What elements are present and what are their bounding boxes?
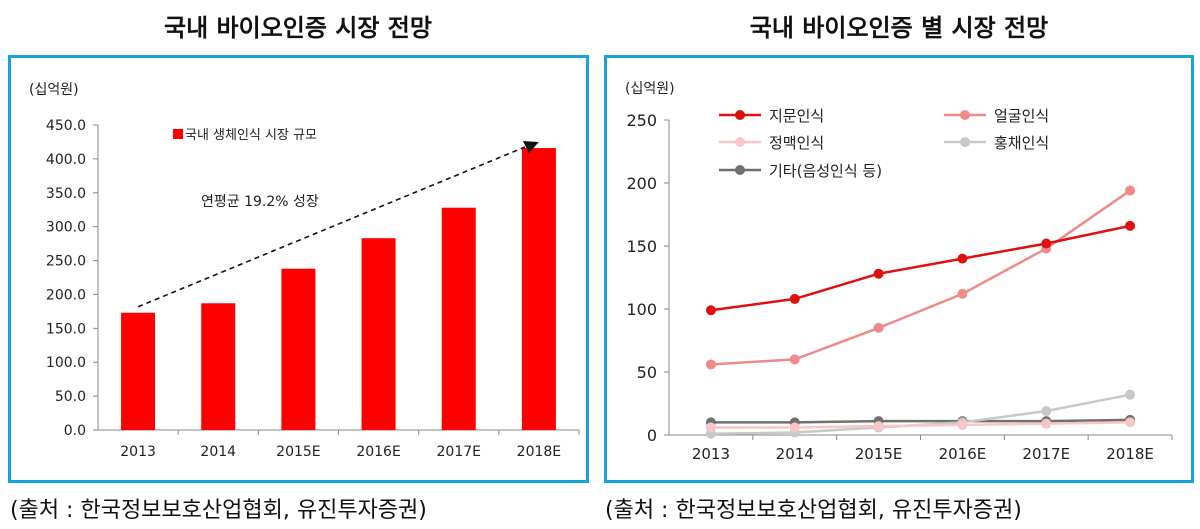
data-point [789, 422, 800, 433]
growth-arrow-line [137, 146, 526, 308]
bar-chart: (십억원) 0.0 50.0 100.0 150.0 200.0 250.0 300.0 350… [29, 82, 580, 460]
legend-marker [735, 110, 745, 120]
data-point [1125, 389, 1136, 400]
data-point [873, 322, 884, 333]
series-line [710, 224, 1131, 312]
y-tick-label: 50 [637, 363, 657, 382]
y-tick-label: 200 [626, 174, 657, 193]
x-tick-label: 2014 [200, 444, 236, 460]
legend-label: 기타(음성인식 등) [769, 162, 882, 180]
data-point [1041, 406, 1052, 417]
y-tick-label: 50.0 [55, 389, 86, 405]
y-unit-label: (십억원) [29, 82, 79, 98]
line-chart: (십억원) 0 50 100 150 200 250 2013 2014 2015E 2016E 20… [625, 81, 1173, 463]
bar [121, 312, 156, 430]
data-point [957, 253, 968, 264]
bar [201, 303, 236, 430]
right-chart-panel: (십억원) 0 50 100 150 200 250 2013 2014 2015E 2016E 20… [604, 55, 1194, 483]
x-tick-label: 2017E [1022, 445, 1070, 463]
data-point [957, 288, 968, 299]
x-tick-label: 2013 [692, 445, 730, 463]
x-tick-label: 2018E [517, 444, 561, 460]
x-tick-label: 2015E [855, 445, 903, 463]
source-left: (출처 : 한국정보보호산업협회, 유진투자증권) [10, 498, 427, 523]
left-chart-title: 국내 바이오인증 시장 전망 [164, 14, 432, 42]
legend-marker [735, 165, 745, 175]
data-point [873, 268, 884, 279]
data-point [873, 421, 884, 432]
data-point [1125, 185, 1136, 196]
data-point [789, 293, 800, 304]
y-tick-label: 250.0 [46, 254, 86, 270]
legend-marker [960, 110, 970, 120]
y-tick-label: 450.0 [46, 118, 86, 134]
legend-label: 정맥인식 [769, 134, 824, 152]
data-point [1125, 417, 1136, 428]
x-tick-label: 2016E [939, 445, 987, 463]
legend-label: 얼굴인식 [994, 107, 1049, 125]
y-tick-label: 100 [626, 300, 657, 319]
series-line [710, 421, 1131, 429]
data-point [957, 419, 968, 430]
x-tick-label: 2013 [120, 444, 156, 460]
bar [521, 148, 556, 430]
legend-swatch [173, 129, 183, 139]
growth-annotation: 연평균 19.2% 성장 [201, 194, 319, 210]
data-point [705, 422, 716, 433]
bar [361, 238, 396, 430]
y-tick-label: 150 [626, 237, 657, 256]
y-tick-label: 400.0 [46, 152, 86, 168]
right-chart-title: 국내 바이오인증 별 시장 전망 [749, 14, 1049, 42]
data-point [1041, 238, 1052, 249]
bar [441, 207, 476, 430]
data-point [705, 305, 716, 316]
y-tick-label: 350.0 [46, 186, 86, 202]
legend-label: 국내 생체인식 시장 규모 [185, 128, 317, 143]
y-tick-label: 0.0 [64, 423, 86, 439]
legend-label: 홍채인식 [994, 134, 1049, 152]
y-tick-label: 100.0 [46, 355, 86, 371]
x-tick-label: 2018E [1106, 445, 1154, 463]
y-tick-label: 300.0 [46, 220, 86, 236]
legend-label: 지문인식 [769, 107, 824, 125]
y-tick-label: 200.0 [46, 287, 86, 303]
data-point [705, 359, 716, 370]
y-unit-label: (십억원) [625, 81, 675, 97]
y-tick-label: 250 [626, 111, 657, 130]
x-tick-label: 2017E [437, 444, 481, 460]
bar [281, 268, 316, 430]
left-chart-panel: (십억원) 0.0 50.0 100.0 150.0 200.0 250.0 300.0 350… [8, 55, 589, 483]
legend-marker [960, 137, 970, 147]
legend-marker [735, 137, 745, 147]
data-point [1125, 220, 1136, 231]
growth-arrow-head [522, 141, 539, 154]
series-line [710, 418, 1131, 424]
y-tick-label: 150.0 [46, 321, 86, 337]
source-right: (출처 : 한국정보보호산업협회, 유진투자증권) [605, 498, 1022, 523]
data-point [789, 354, 800, 365]
x-tick-label: 2016E [356, 444, 400, 460]
series-line [710, 189, 1131, 366]
data-point [1041, 418, 1052, 429]
x-tick-label: 2014 [776, 445, 814, 463]
y-tick-label: 0 [647, 426, 657, 445]
x-tick-label: 2015E [276, 444, 320, 460]
